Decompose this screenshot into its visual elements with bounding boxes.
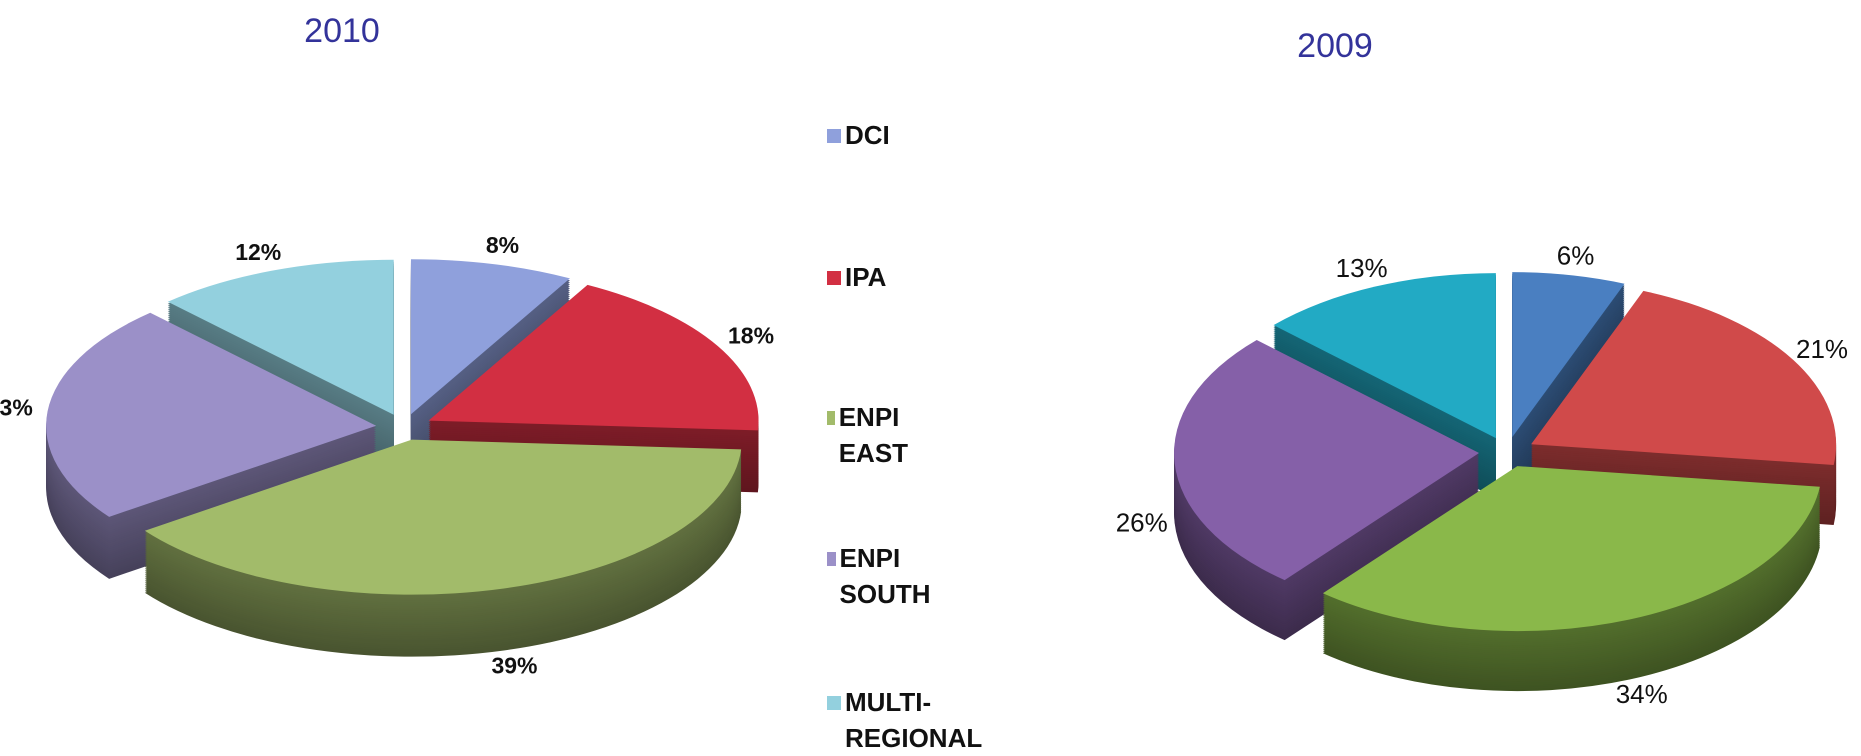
slice bbox=[410, 259, 570, 415]
slice bbox=[1512, 272, 1625, 438]
data-label: 18% bbox=[728, 322, 774, 348]
data-label: 21% bbox=[1796, 334, 1848, 364]
slice bbox=[1531, 290, 1837, 465]
legend-item: ENPI EAST bbox=[827, 402, 914, 471]
legend-swatch bbox=[827, 552, 836, 566]
slice bbox=[428, 284, 759, 431]
legend-label: ENPI SOUTH bbox=[839, 543, 931, 609]
slice bbox=[46, 312, 377, 517]
data-label: 23% bbox=[0, 395, 33, 421]
slice bbox=[144, 439, 742, 595]
legend-swatch bbox=[827, 411, 835, 425]
data-label: 39% bbox=[491, 653, 537, 679]
slice bbox=[167, 259, 394, 415]
legend-swatch bbox=[827, 271, 841, 285]
legend-label: MULTI- REGIONAL bbox=[845, 687, 983, 753]
chart-title: 2010 bbox=[304, 12, 380, 50]
slice bbox=[1322, 466, 1820, 632]
legend-swatch bbox=[827, 129, 841, 143]
slice bbox=[1174, 340, 1480, 581]
data-label: 12% bbox=[235, 239, 281, 265]
legend-item: MULTI- REGIONAL bbox=[827, 687, 982, 756]
legend-swatch bbox=[827, 696, 841, 710]
legend-item: DCI bbox=[827, 120, 890, 153]
data-label: 13% bbox=[1336, 253, 1388, 283]
legend-label: DCI bbox=[845, 120, 890, 150]
data-label: 26% bbox=[1116, 507, 1168, 537]
legend-item: IPA bbox=[827, 262, 886, 295]
legend-item: ENPI SOUTH bbox=[827, 543, 936, 612]
slice bbox=[1273, 273, 1496, 439]
chart-title: 2009 bbox=[1297, 27, 1373, 65]
data-label: 34% bbox=[1616, 679, 1668, 709]
legend-label: ENPI EAST bbox=[838, 402, 909, 468]
data-label: 6% bbox=[1557, 240, 1595, 270]
legend-label: IPA bbox=[845, 262, 887, 292]
data-label: 8% bbox=[486, 232, 519, 258]
